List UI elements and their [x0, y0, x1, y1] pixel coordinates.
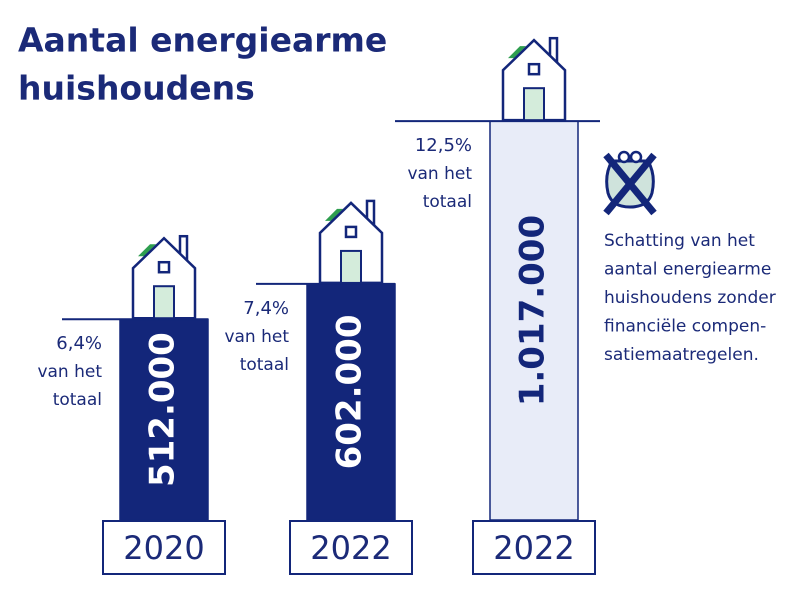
door — [153, 285, 175, 320]
door — [340, 249, 362, 284]
chart-title: huishoudens — [18, 69, 255, 108]
chart-title: Aantal energiearme — [18, 21, 387, 60]
house-icon — [318, 199, 384, 285]
house-body — [131, 236, 197, 320]
note: Schatting van het — [604, 231, 755, 251]
bar — [119, 318, 209, 521]
note: satiemaatregelen. — [604, 345, 759, 365]
window — [527, 62, 541, 76]
bar — [306, 283, 396, 521]
wallet-icon — [603, 150, 657, 216]
x-tick-label: 2022 — [493, 529, 574, 567]
share-note: van het — [407, 164, 472, 184]
note: aantal energiearme — [604, 260, 771, 280]
door — [523, 87, 545, 122]
roof-accent — [325, 208, 343, 221]
x-tick-label: 2022 — [310, 529, 391, 567]
house-body — [318, 201, 384, 285]
window — [344, 225, 358, 239]
value-label: 512.000 — [143, 332, 183, 487]
house-icon — [501, 36, 567, 122]
note: huishoudens zonder — [604, 288, 776, 308]
x-tick-label: 2020 — [123, 529, 204, 567]
roof-accent — [138, 244, 156, 257]
house-body — [501, 38, 567, 122]
share-label: 12,5% — [415, 135, 472, 156]
share-label: 6,4% — [56, 333, 102, 354]
bar — [489, 120, 579, 521]
window — [157, 260, 171, 274]
share-label: 7,4% — [243, 298, 289, 319]
share-note: van het — [224, 327, 289, 347]
year-box — [472, 520, 596, 575]
value-label: 602.000 — [330, 315, 370, 470]
share-note: totaal — [423, 192, 472, 212]
share-note: van het — [37, 362, 102, 382]
house-icon — [131, 234, 197, 320]
value-label: 1.017.000 — [513, 215, 553, 406]
share-note: totaal — [53, 390, 102, 410]
roof-accent — [508, 46, 526, 59]
note: financiële compen- — [604, 317, 766, 337]
year-box — [102, 520, 226, 575]
year-box — [289, 520, 413, 575]
share-note: totaal — [240, 355, 289, 375]
